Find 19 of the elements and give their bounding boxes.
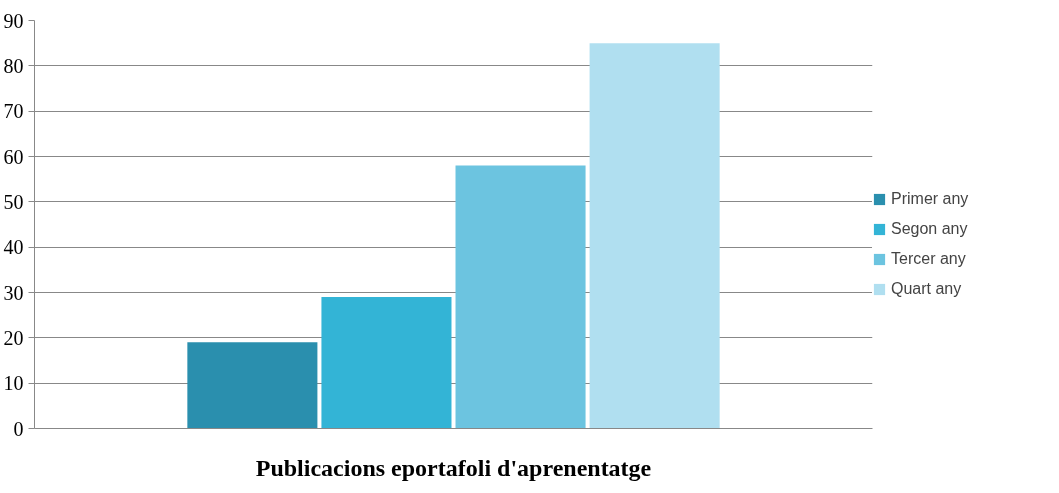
y-tick-label: 60 [3, 145, 24, 168]
y-tick-label: 70 [3, 100, 24, 123]
legend-label: Quart any [891, 280, 962, 298]
y-tick-label: 40 [3, 236, 24, 259]
bar [187, 342, 318, 429]
bar [455, 165, 586, 429]
legend-label: Segon any [891, 220, 968, 238]
y-tick-label: 50 [3, 190, 24, 213]
y-tick-label: 90 [3, 9, 24, 32]
y-tick-label: 0 [13, 417, 24, 440]
legend-label: Tercer any [891, 250, 966, 268]
y-tick-label: 20 [3, 326, 24, 349]
bar [321, 297, 452, 429]
y-tick-label: 30 [3, 281, 24, 304]
legend-label: Primer any [891, 190, 969, 208]
y-tick-label: 80 [3, 54, 24, 77]
bar [589, 43, 720, 429]
y-tick-label: 10 [3, 372, 24, 395]
x-tick-label: Publicacions eportafoli d'aprenentatge [255, 454, 652, 481]
